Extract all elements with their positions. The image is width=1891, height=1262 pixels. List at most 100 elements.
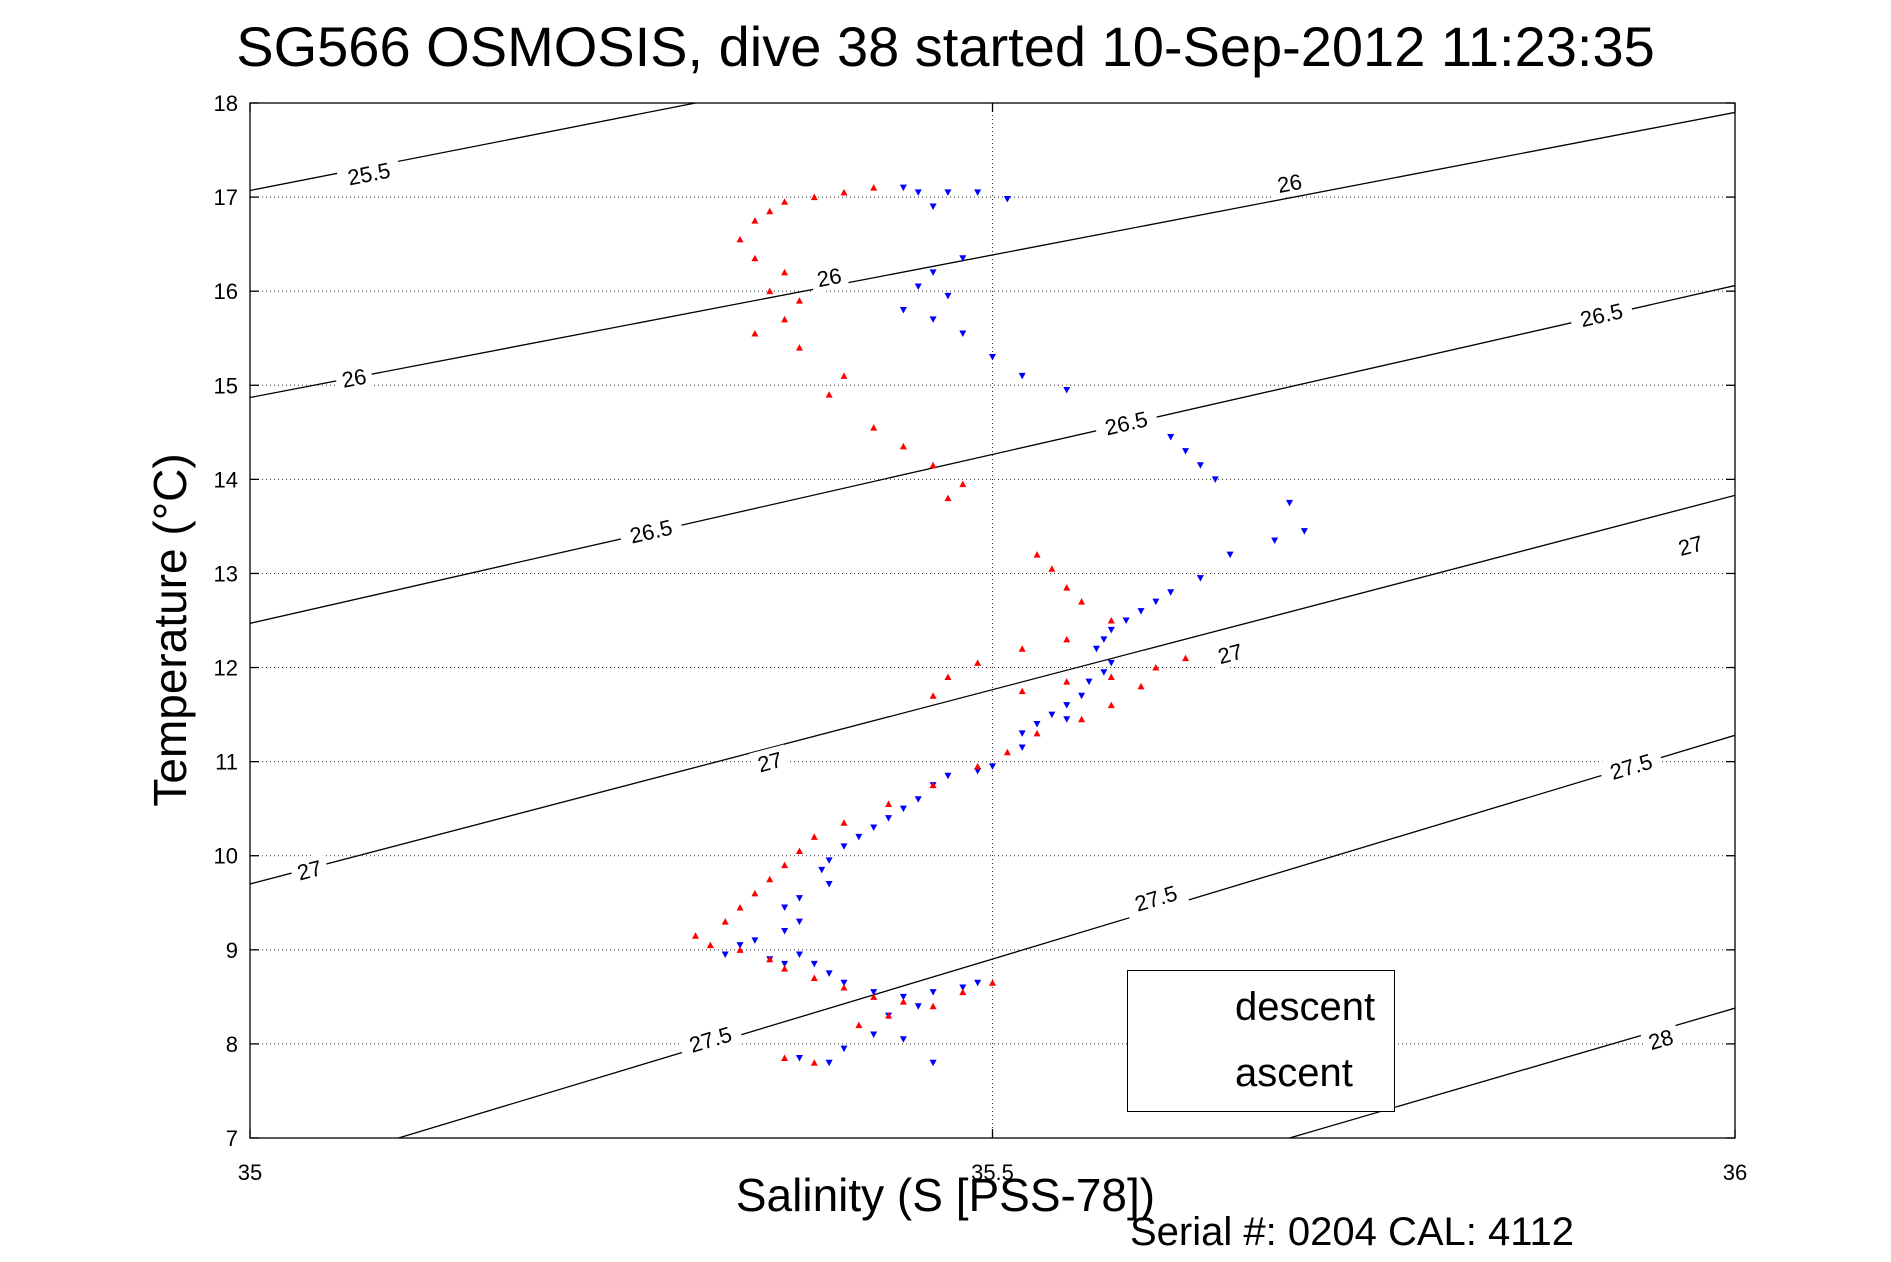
ascent-point (1003, 748, 1011, 756)
contour-label: 26.5 (627, 515, 674, 549)
contour-label-bg (1639, 1021, 1682, 1057)
series-descent (721, 184, 1308, 1067)
ascent-point (692, 932, 699, 939)
ascent-point (810, 1059, 818, 1066)
descent-point (885, 815, 893, 822)
contour-line-26.5 (250, 284, 1735, 624)
ascent-point (959, 988, 967, 996)
ascent-point (1063, 678, 1071, 685)
ascent-point (1018, 687, 1026, 695)
descent-point (751, 937, 759, 944)
descent-point (974, 768, 982, 775)
descent-point (1063, 386, 1071, 394)
y-tick-label: 13 (214, 561, 238, 586)
descent-point (989, 763, 996, 770)
descent-point (1063, 716, 1071, 723)
descent-point (1211, 476, 1219, 483)
descent-point (1122, 617, 1130, 624)
ascent-point (751, 330, 759, 337)
descent-point (959, 330, 967, 338)
ascent-point (825, 391, 833, 398)
descent-point (825, 857, 833, 864)
ascent-point (781, 861, 789, 869)
ascent-point (929, 692, 937, 699)
descent-point (1092, 645, 1100, 653)
density-contours: 25.5 26 26 26 26.5 26.5 26.5 27 27 27 27 27.5 27.5 27… (250, 103, 1735, 1138)
ascent-point (870, 993, 878, 1000)
ascent-point (1152, 664, 1160, 671)
legend-item-descent: descent (1128, 979, 1396, 1039)
descent-point (825, 970, 833, 977)
descent-point (825, 880, 833, 888)
ascent-point (1048, 565, 1056, 572)
descent-point (1226, 551, 1234, 559)
descent-point (795, 951, 803, 959)
descent-point (1137, 608, 1145, 615)
ascent-point (974, 762, 982, 770)
contour-label-bg (288, 852, 331, 887)
ascent-point (929, 1002, 937, 1010)
contour-label: 26.5 (1103, 406, 1150, 440)
descent-point (1003, 195, 1011, 203)
x-tick-label: 35 (238, 1160, 262, 1185)
ascent-point (795, 344, 803, 351)
ascent-point (1033, 551, 1041, 558)
contour-label-bg (1209, 636, 1251, 671)
ascent-point (944, 494, 952, 502)
descent-point (899, 184, 907, 192)
descent-point (1300, 528, 1308, 535)
contour-label: 26.5 (1578, 298, 1625, 332)
ascent-point (959, 480, 967, 488)
descent-point (1196, 575, 1204, 582)
descent-point (810, 960, 818, 968)
ascent-point (929, 461, 937, 469)
contour-line-26 (250, 111, 1735, 399)
descent-point (1048, 711, 1056, 719)
ascent-point (899, 998, 907, 1005)
contour-label: 26 (340, 364, 369, 393)
descent-point (914, 189, 922, 196)
ascent-point (840, 819, 848, 826)
descent-point (944, 292, 952, 300)
descent-point (914, 1003, 922, 1010)
descent-point (899, 805, 907, 813)
legend: descent ascent (1127, 970, 1395, 1112)
ascent-point (810, 833, 818, 840)
x-axis-label: Salinity (S [PSS-78]) (735, 1169, 1156, 1221)
contour-label: 27 (1215, 639, 1245, 669)
ascent-point (1063, 584, 1071, 591)
descent-point (1271, 537, 1279, 545)
descent-point (929, 316, 937, 323)
descent-point (1018, 744, 1026, 752)
descent-point (795, 1055, 803, 1062)
ascent-point (944, 673, 952, 680)
ascent-point (885, 1012, 893, 1019)
ascent-point (1107, 617, 1115, 624)
series-ascent (692, 184, 1190, 1066)
descent-point (974, 979, 982, 987)
y-tick-label: 17 (214, 185, 238, 210)
ascent-point (721, 918, 729, 925)
ascent-point (1078, 715, 1086, 723)
descent-point (944, 772, 952, 780)
ascent-point (1182, 654, 1190, 662)
ascent-point (781, 268, 789, 276)
ascent-point (810, 974, 818, 982)
ascent-point (870, 424, 878, 431)
ascent-point (974, 659, 982, 666)
descent-point (1107, 626, 1115, 634)
descent-point (1152, 598, 1160, 606)
y-tick-label: 9 (226, 938, 238, 963)
ascent-point (1107, 701, 1115, 709)
ascent-point (810, 193, 818, 201)
x-tick-label: 36 (1723, 1160, 1747, 1185)
descent-point (959, 984, 967, 991)
ascent-point (766, 207, 774, 215)
ascent-point (1107, 673, 1115, 680)
contour-label-bg (617, 511, 685, 551)
ascent-point (795, 297, 803, 304)
descent-point (914, 283, 922, 290)
contour-line-27.5 (398, 734, 1735, 1138)
ascent-point (736, 235, 744, 243)
